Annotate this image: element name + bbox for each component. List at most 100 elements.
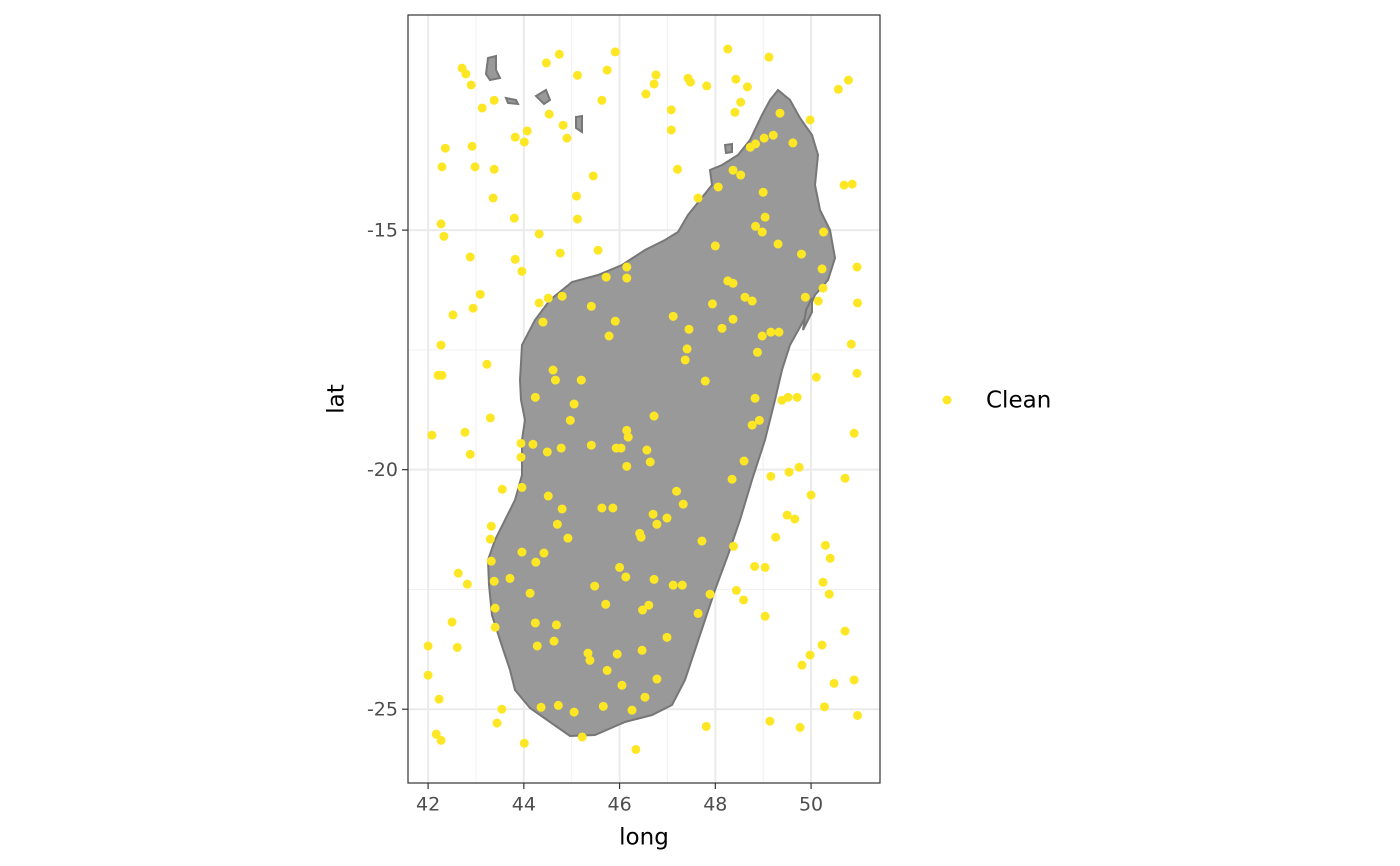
point	[684, 324, 694, 334]
island	[504, 96, 520, 106]
point	[705, 589, 715, 599]
point	[597, 95, 607, 105]
point	[576, 375, 586, 385]
point	[622, 461, 632, 471]
point	[796, 249, 806, 259]
point	[811, 372, 821, 382]
point	[470, 162, 480, 172]
point	[486, 556, 496, 566]
point	[541, 58, 551, 68]
point	[467, 141, 477, 151]
point	[693, 193, 703, 203]
point	[637, 645, 647, 655]
point	[641, 89, 651, 99]
point	[622, 273, 632, 283]
point	[536, 702, 546, 712]
point	[766, 471, 776, 481]
point	[436, 340, 446, 350]
point	[615, 562, 625, 572]
x-tick-label: 42	[416, 794, 440, 816]
point	[569, 399, 579, 409]
point	[557, 291, 567, 301]
point	[839, 180, 849, 190]
point	[437, 162, 447, 172]
point	[602, 665, 612, 675]
point	[539, 548, 549, 558]
point	[840, 473, 850, 483]
point	[805, 115, 815, 125]
point	[668, 580, 678, 590]
map	[484, 54, 837, 738]
point	[852, 368, 862, 378]
point	[538, 317, 548, 327]
point	[427, 430, 437, 440]
point	[820, 540, 830, 550]
point	[701, 721, 711, 731]
point	[651, 70, 661, 80]
point	[666, 105, 676, 115]
point	[727, 474, 737, 484]
point	[759, 133, 769, 143]
point	[747, 296, 757, 306]
island	[723, 142, 733, 155]
point	[750, 561, 760, 571]
point	[825, 553, 835, 563]
point	[519, 137, 529, 147]
point	[700, 376, 710, 386]
point	[553, 700, 563, 710]
point	[782, 510, 792, 520]
point	[729, 541, 739, 551]
point	[453, 568, 463, 578]
point	[668, 311, 678, 321]
point	[642, 445, 652, 455]
point	[736, 170, 746, 180]
point	[742, 82, 752, 92]
point	[522, 126, 532, 136]
point	[610, 47, 620, 57]
point	[616, 443, 626, 453]
point	[485, 534, 495, 544]
point	[631, 744, 641, 754]
point	[423, 670, 433, 680]
point	[612, 649, 622, 659]
point	[717, 323, 727, 333]
point	[790, 514, 800, 524]
point	[849, 675, 859, 685]
point	[853, 710, 863, 720]
point	[644, 600, 654, 610]
y-tick-label: -15	[367, 220, 398, 242]
point	[436, 219, 446, 229]
point	[817, 640, 827, 650]
point	[652, 519, 662, 529]
point	[497, 704, 507, 714]
point	[680, 355, 690, 365]
points	[423, 44, 863, 754]
point	[685, 77, 695, 87]
point	[490, 622, 500, 632]
point	[489, 576, 499, 586]
x-tick-label: 50	[799, 794, 823, 816]
point	[824, 589, 834, 599]
point	[489, 164, 499, 174]
point	[764, 52, 774, 62]
point	[817, 264, 827, 274]
point	[847, 179, 857, 189]
point	[649, 574, 659, 584]
island	[484, 54, 502, 82]
point	[731, 74, 741, 84]
point	[713, 182, 723, 192]
point	[622, 262, 632, 272]
point	[572, 191, 582, 201]
point	[806, 490, 816, 500]
point	[819, 702, 829, 712]
point	[510, 254, 520, 264]
point	[572, 70, 582, 80]
point	[583, 648, 593, 658]
point	[439, 231, 449, 241]
point	[666, 125, 676, 135]
point	[569, 707, 579, 717]
point	[517, 482, 527, 492]
point	[525, 588, 535, 598]
point	[662, 632, 672, 642]
